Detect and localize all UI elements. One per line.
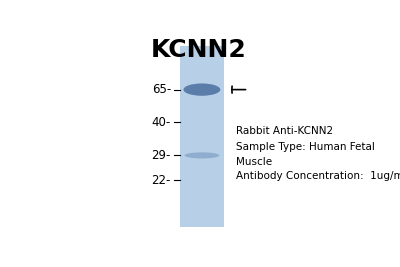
Text: Sample Type: Human Fetal: Sample Type: Human Fetal <box>236 142 375 152</box>
Text: Antibody Concentration:  1ug/mL: Antibody Concentration: 1ug/mL <box>236 171 400 181</box>
Ellipse shape <box>184 152 219 159</box>
Text: 65-: 65- <box>152 83 171 96</box>
Text: Muscle: Muscle <box>236 156 272 167</box>
Text: 40-: 40- <box>152 116 171 129</box>
Text: 29-: 29- <box>152 149 171 162</box>
Text: KCNN2: KCNN2 <box>151 38 247 62</box>
Text: 22-: 22- <box>152 174 171 187</box>
Ellipse shape <box>184 83 220 96</box>
Bar <box>180 46 224 227</box>
Text: Rabbit Anti-KCNN2: Rabbit Anti-KCNN2 <box>236 126 333 136</box>
